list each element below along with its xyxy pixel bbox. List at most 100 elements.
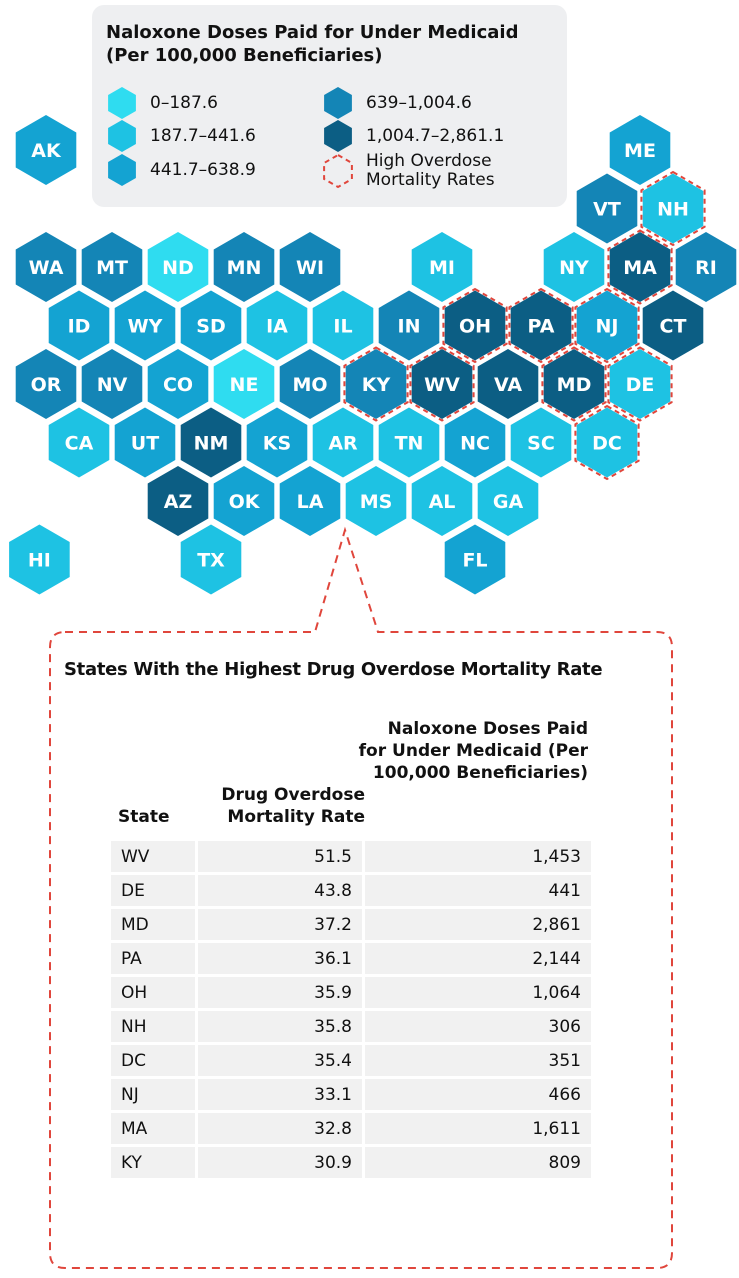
table-row: DE 43.8 441 bbox=[108, 872, 594, 909]
state-label: SD bbox=[196, 316, 225, 338]
state-label: NH bbox=[657, 199, 689, 221]
state-hex bbox=[378, 290, 440, 361]
table-row: PA 36.1 2,144 bbox=[108, 940, 594, 977]
table-cell: 35.4 bbox=[195, 1042, 365, 1079]
state-label: WI bbox=[296, 257, 324, 279]
legend-item: 1,004.7–2,861.1 bbox=[320, 118, 504, 154]
table-cell: WV bbox=[108, 838, 198, 875]
header-mortality: Drug Overdose Mortality Rate bbox=[221, 785, 365, 827]
state-label: AZ bbox=[164, 491, 192, 513]
state-label: VT bbox=[593, 199, 621, 221]
state-label: ND bbox=[162, 257, 194, 279]
state-hex bbox=[675, 232, 737, 302]
table-cell: 351 bbox=[362, 1042, 594, 1079]
table-cell: 43.8 bbox=[195, 872, 365, 909]
state-label: WV bbox=[424, 374, 460, 396]
header-state: State bbox=[118, 807, 170, 827]
state-label: NM bbox=[194, 433, 229, 455]
state-label: CO bbox=[163, 374, 193, 396]
state-hex bbox=[345, 349, 407, 419]
state-label: NC bbox=[460, 433, 490, 455]
state-hex bbox=[477, 349, 539, 419]
table-row: NH 35.8 306 bbox=[108, 1008, 594, 1045]
legend-item: 441.7–638.9 bbox=[104, 152, 256, 188]
table-cell: DE bbox=[108, 872, 198, 909]
legend-label: 639–1,004.6 bbox=[366, 92, 472, 113]
state-hex bbox=[411, 232, 473, 302]
table-cell: 32.8 bbox=[195, 1110, 365, 1147]
legend-swatch bbox=[323, 153, 353, 189]
legend-swatch bbox=[108, 87, 136, 119]
state-hex bbox=[48, 407, 110, 478]
state-label: NE bbox=[230, 374, 259, 396]
legend-icon bbox=[323, 153, 353, 189]
state-label: DC bbox=[592, 433, 622, 455]
table-row: NJ 33.1 466 bbox=[108, 1076, 594, 1113]
high-outline bbox=[508, 287, 574, 364]
state-hex bbox=[378, 407, 440, 478]
high-outline bbox=[574, 404, 640, 481]
state-hex bbox=[147, 466, 209, 536]
table-row: MA 32.8 1,611 bbox=[108, 1110, 594, 1147]
state-hex bbox=[510, 290, 572, 361]
state-hex bbox=[279, 466, 341, 536]
state-label: IN bbox=[398, 316, 421, 338]
header-naloxone: Naloxone Doses Paid for Under Medicaid (… bbox=[358, 719, 588, 783]
table-cell: NJ bbox=[108, 1076, 198, 1113]
high-outline bbox=[607, 229, 673, 305]
state-hex bbox=[213, 232, 275, 302]
legend-item: 639–1,004.6 bbox=[320, 85, 472, 121]
table-cell: 35.8 bbox=[195, 1008, 365, 1045]
state-label: CA bbox=[65, 433, 94, 455]
table-cell: 37.2 bbox=[195, 906, 365, 943]
state-hex bbox=[114, 407, 176, 478]
state-hex bbox=[411, 349, 473, 419]
table-row: OH 35.9 1,064 bbox=[108, 974, 594, 1011]
legend-label: 441.7–638.9 bbox=[150, 159, 256, 180]
state-label: NV bbox=[97, 374, 128, 396]
table-cell: 35.9 bbox=[195, 974, 365, 1011]
state-label: IL bbox=[333, 316, 352, 338]
state-label: MO bbox=[292, 374, 327, 396]
state-hex bbox=[81, 232, 143, 302]
state-hex bbox=[609, 349, 671, 419]
state-hex bbox=[279, 232, 341, 302]
legend-swatch bbox=[108, 154, 136, 186]
legend-label: 1,004.7–2,861.1 bbox=[366, 125, 505, 146]
state-hex bbox=[312, 290, 374, 361]
high-outline bbox=[409, 346, 475, 422]
state-label: MI bbox=[429, 257, 455, 279]
legend-icon bbox=[324, 120, 352, 152]
state-hex bbox=[180, 524, 242, 595]
state-label: GA bbox=[493, 491, 524, 513]
state-label: AL bbox=[429, 491, 456, 513]
table-cell: 1,453 bbox=[362, 838, 594, 875]
state-hex bbox=[444, 290, 506, 361]
legend-title: Naloxone Doses Paid for Under Medicaid (… bbox=[106, 22, 519, 66]
state-label: MT bbox=[96, 257, 128, 279]
table-cell: 809 bbox=[362, 1144, 594, 1181]
legend-label: 0–187.6 bbox=[150, 92, 218, 113]
state-label: TX bbox=[197, 550, 225, 572]
table-cell: KY bbox=[108, 1144, 198, 1181]
legend-swatch bbox=[324, 87, 352, 119]
state-label: DE bbox=[626, 374, 655, 396]
state-hex bbox=[48, 290, 110, 361]
state-label: MA bbox=[623, 257, 657, 279]
state-hex bbox=[15, 232, 77, 302]
state-label: SC bbox=[527, 433, 555, 455]
high-outline bbox=[343, 346, 409, 422]
state-hex bbox=[246, 407, 308, 478]
state-label: MN bbox=[227, 257, 262, 279]
legend-item: 0–187.6 bbox=[104, 85, 218, 121]
state-hex bbox=[345, 466, 407, 536]
state-label: CT bbox=[660, 316, 687, 338]
state-label: ME bbox=[624, 140, 656, 162]
table-cell: DC bbox=[108, 1042, 198, 1079]
state-label: KS bbox=[263, 433, 291, 455]
state-label: WA bbox=[29, 257, 64, 279]
state-hex bbox=[279, 349, 341, 419]
legend-icon bbox=[108, 120, 136, 152]
